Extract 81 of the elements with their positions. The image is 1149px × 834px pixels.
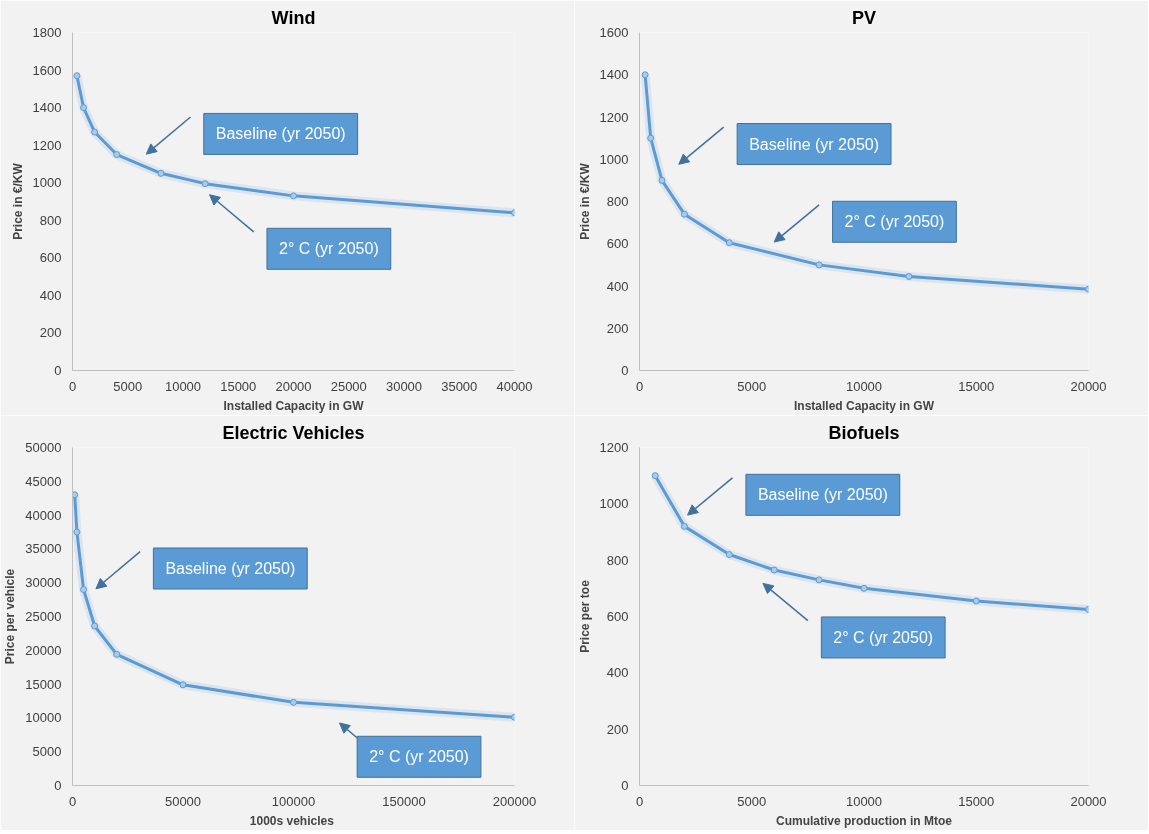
x-tick-label: 0 xyxy=(635,793,644,809)
y-tick-label: 45000 xyxy=(25,473,62,489)
annotation: 2° C (yr 2050) xyxy=(278,240,379,258)
y-tick-label: 0 xyxy=(621,778,629,793)
y-tick-label: 1600 xyxy=(32,62,62,78)
y-tick-label: 200 xyxy=(606,721,629,737)
chart-title: Wind xyxy=(271,7,316,28)
x-tick-label: 20000 xyxy=(1070,378,1107,394)
annotation: 2° C (yr 2050) xyxy=(369,748,469,766)
y-tick-label: 10000 xyxy=(25,710,62,726)
y-tick-label: 1600 xyxy=(599,25,629,40)
x-tick-label: 25000 xyxy=(330,378,367,394)
y-tick-label: 200 xyxy=(606,320,629,336)
x-axis-title: 1000s vehicles xyxy=(249,813,335,828)
x-axis-title: Installed Capacity in GW xyxy=(793,398,935,413)
x-tick-label: 0 xyxy=(635,378,644,394)
x-axis-title: Installed Capacity in GW xyxy=(223,398,365,413)
y-tick-label: 1400 xyxy=(32,100,62,116)
chart-title: Biofuels xyxy=(828,422,900,443)
y-tick-label: 1000 xyxy=(599,496,629,512)
y-tick-label: 600 xyxy=(606,609,629,624)
annotation: 2° C (yr 2050) xyxy=(844,213,945,231)
x-tick-label: 50000 xyxy=(164,793,202,809)
annotation: Baseline (yr 2050) xyxy=(757,486,888,504)
y-tick-label: 20000 xyxy=(25,642,62,658)
x-tick-label: 5000 xyxy=(113,378,143,394)
x-tick-label: 40000 xyxy=(496,378,533,394)
annotation: Baseline (yr 2050) xyxy=(749,135,879,153)
x-tick-label: 200000 xyxy=(492,793,537,809)
x-tick-label: 20000 xyxy=(1070,793,1107,809)
x-tick-label: 10000 xyxy=(845,793,883,809)
y-tick-label: 0 xyxy=(54,363,62,378)
y-axis-title: Price per vehicle xyxy=(3,568,18,665)
annotation: Baseline (yr 2050) xyxy=(165,560,296,577)
y-tick-label: 1000 xyxy=(32,175,62,191)
y-tick-label: 1200 xyxy=(599,440,629,455)
y-tick-label: 0 xyxy=(54,778,62,793)
y-tick-label: 50000 xyxy=(25,440,62,455)
y-tick-label: 400 xyxy=(606,665,629,681)
x-tick-label: 0 xyxy=(68,378,77,394)
y-tick-label: 30000 xyxy=(25,575,62,591)
y-tick-label: 400 xyxy=(39,287,62,303)
y-tick-label: 1200 xyxy=(599,109,629,125)
x-axis-title: Cumulative production in Mtoe xyxy=(776,813,953,828)
y-tick-label: 0 xyxy=(621,363,629,378)
x-tick-label: 5000 xyxy=(737,378,767,394)
x-tick-label: 100000 xyxy=(271,793,316,809)
chart-title: PV xyxy=(851,7,877,28)
y-tick-label: 600 xyxy=(606,236,629,252)
y-tick-label: 400 xyxy=(606,278,629,294)
x-tick-label: 20000 xyxy=(275,378,312,394)
x-tick-label: 35000 xyxy=(441,378,478,394)
y-tick-label: 1400 xyxy=(599,67,629,83)
y-tick-label: 15000 xyxy=(25,676,62,692)
x-tick-label: 30000 xyxy=(385,378,423,394)
y-tick-label: 800 xyxy=(39,212,62,228)
annotation: Baseline (yr 2050) xyxy=(215,125,346,143)
y-tick-label: 1200 xyxy=(32,137,62,153)
y-tick-label: 5000 xyxy=(32,744,62,760)
y-tick-label: 35000 xyxy=(25,541,62,557)
y-tick-label: 200 xyxy=(39,325,62,341)
chart-title: Electric Vehicles xyxy=(222,422,365,443)
y-tick-label: 1800 xyxy=(32,25,62,40)
y-tick-label: 800 xyxy=(606,194,629,209)
y-axis-title: Price in €/KW xyxy=(10,162,25,240)
x-tick-label: 150000 xyxy=(382,793,426,809)
x-tick-label: 5000 xyxy=(737,793,767,809)
y-tick-label: 40000 xyxy=(25,507,62,523)
y-axis-title: Price in €/KW xyxy=(577,162,592,240)
x-tick-label: 10000 xyxy=(164,378,202,394)
y-tick-label: 1000 xyxy=(599,151,629,167)
x-tick-label: 0 xyxy=(68,793,77,809)
annotation: 2° C (yr 2050) xyxy=(833,628,934,646)
y-tick-label: 600 xyxy=(39,250,62,266)
y-axis-title: Price per toe xyxy=(577,579,592,653)
x-tick-label: 15000 xyxy=(958,793,995,809)
y-tick-label: 25000 xyxy=(25,609,62,624)
x-tick-label: 10000 xyxy=(845,378,883,394)
x-tick-label: 15000 xyxy=(958,378,995,394)
y-tick-label: 800 xyxy=(606,552,629,568)
x-tick-label: 15000 xyxy=(220,378,257,394)
